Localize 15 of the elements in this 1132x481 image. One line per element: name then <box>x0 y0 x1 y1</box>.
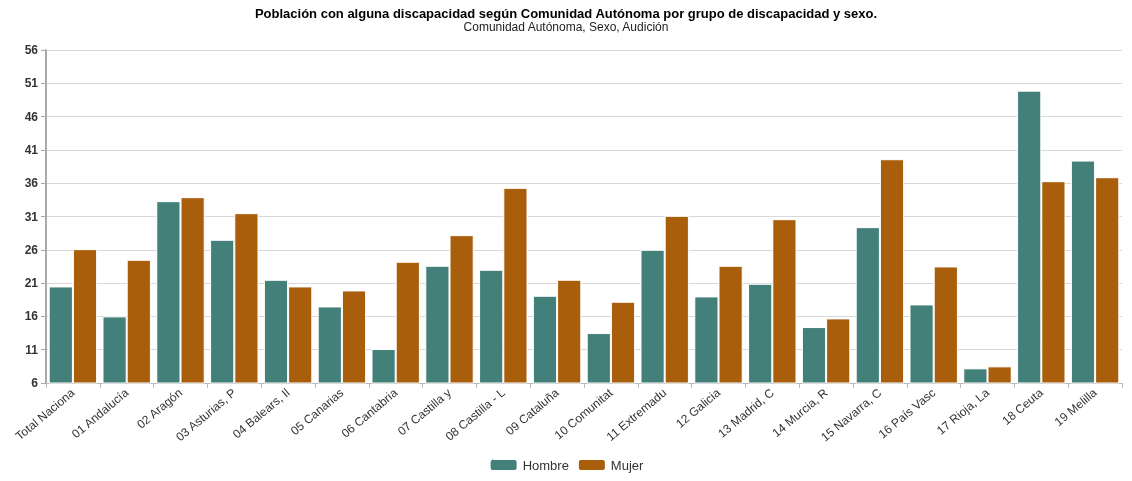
y-tick-label: 26 <box>24 242 39 257</box>
y-tick-label: 16 <box>24 309 39 324</box>
y-tick-label: 56 <box>24 43 39 57</box>
y-tick-label: 11 <box>25 342 39 357</box>
y-tick-label: 36 <box>24 176 39 191</box>
legend-label: Mujer <box>610 457 645 473</box>
legend-label: Hombre <box>522 457 569 473</box>
y-tick-label: 51 <box>24 76 39 91</box>
chart-subtitle: Comunidad Autónoma, Sexo, Audición <box>463 20 669 34</box>
y-tick-label: 41 <box>24 142 39 157</box>
chart-title: Población con alguna discapacidad según Comunidad Autónoma por grupo de discapacidad y sexo. <box>254 6 878 21</box>
y-tick-label: 31 <box>24 209 39 224</box>
y-tick-label: 6 <box>31 376 39 390</box>
y-tick-label: 46 <box>24 109 39 124</box>
y-tick-label: 21 <box>24 276 39 291</box>
